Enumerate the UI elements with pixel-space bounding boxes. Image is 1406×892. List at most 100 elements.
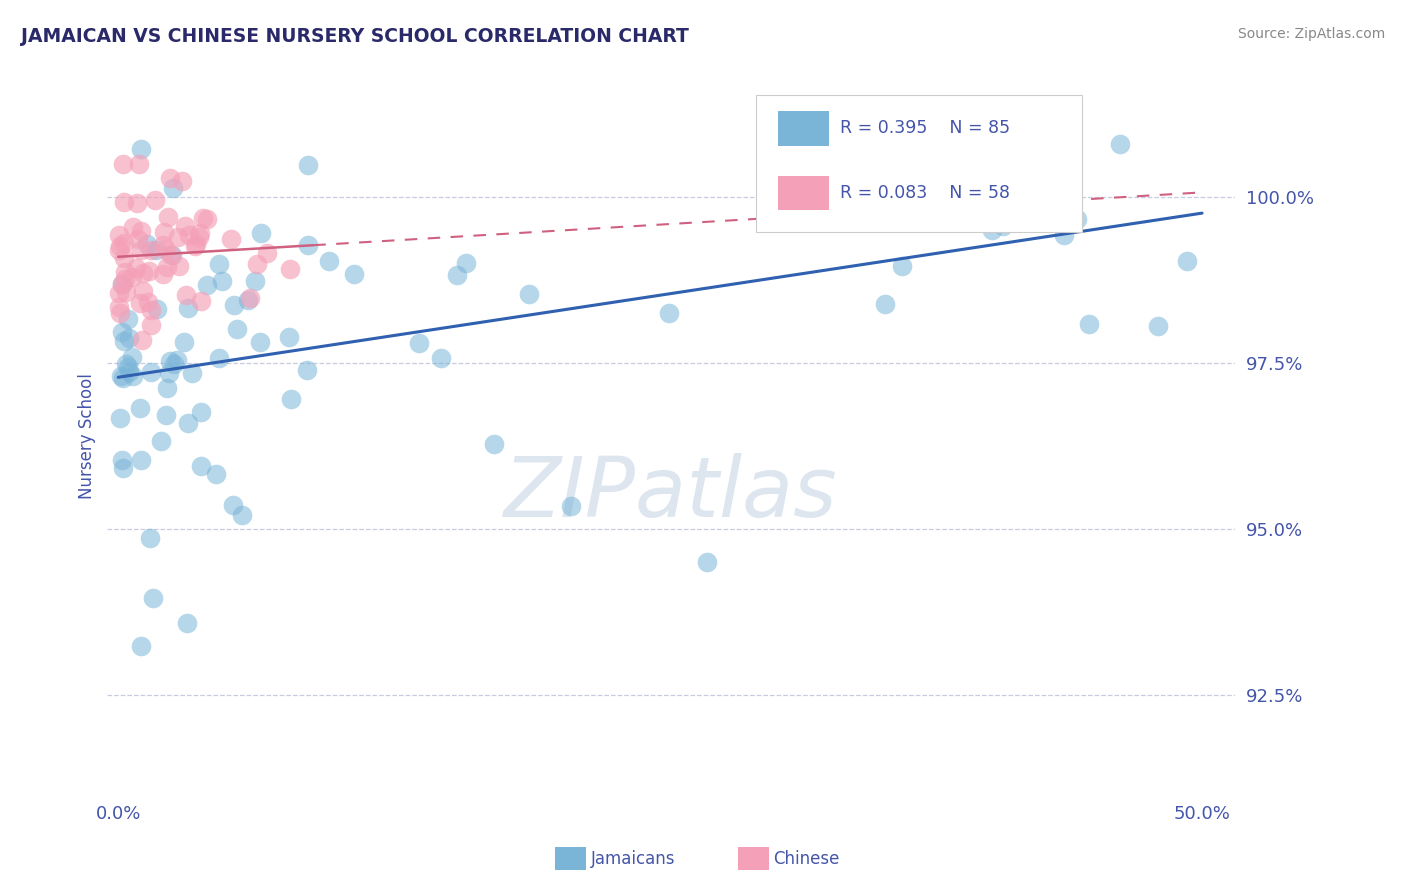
Point bbox=[117, 359, 139, 374]
Point bbox=[343, 267, 366, 281]
Point bbox=[112, 194, 135, 209]
Point bbox=[166, 230, 188, 244]
Point bbox=[519, 286, 541, 301]
Point bbox=[239, 291, 262, 305]
Point bbox=[173, 219, 195, 233]
Point bbox=[180, 366, 202, 380]
Point bbox=[211, 274, 233, 288]
Point bbox=[111, 277, 134, 291]
Point bbox=[142, 591, 165, 606]
Point bbox=[129, 639, 152, 653]
Text: R = 0.083    N = 58: R = 0.083 N = 58 bbox=[839, 184, 1010, 202]
Point bbox=[163, 357, 186, 371]
Point bbox=[318, 254, 340, 268]
Point bbox=[111, 325, 134, 339]
Point bbox=[965, 136, 987, 151]
Point bbox=[127, 231, 149, 245]
Point bbox=[110, 410, 132, 425]
Point bbox=[160, 248, 183, 262]
Point bbox=[658, 306, 681, 320]
Point bbox=[108, 300, 131, 314]
Point bbox=[454, 255, 477, 269]
Point bbox=[222, 298, 245, 312]
Point bbox=[1066, 211, 1088, 226]
Point bbox=[991, 219, 1014, 234]
Point bbox=[112, 157, 135, 171]
Point bbox=[162, 180, 184, 194]
Point bbox=[249, 226, 271, 240]
Point bbox=[125, 261, 148, 276]
Point bbox=[121, 220, 143, 235]
Point bbox=[190, 293, 212, 308]
Point bbox=[108, 228, 131, 243]
Point bbox=[153, 225, 176, 239]
Point bbox=[177, 417, 200, 431]
Point bbox=[446, 268, 468, 283]
Point bbox=[150, 434, 173, 448]
Point bbox=[129, 224, 152, 238]
Point bbox=[204, 467, 226, 482]
Point bbox=[190, 405, 212, 419]
Point bbox=[117, 312, 139, 326]
Point bbox=[129, 143, 152, 157]
Point bbox=[297, 238, 319, 252]
Point bbox=[208, 257, 231, 271]
Point bbox=[174, 288, 197, 302]
Point bbox=[129, 296, 152, 310]
Point bbox=[1146, 318, 1168, 333]
Point bbox=[118, 365, 141, 379]
Point bbox=[183, 239, 205, 253]
Point bbox=[696, 555, 718, 569]
Point bbox=[222, 498, 245, 512]
Point bbox=[560, 499, 582, 513]
Point bbox=[782, 189, 804, 203]
Point bbox=[208, 351, 231, 365]
Point bbox=[132, 284, 155, 298]
Point bbox=[145, 301, 167, 316]
Point bbox=[121, 350, 143, 364]
Point bbox=[132, 266, 155, 280]
Point bbox=[108, 286, 131, 301]
Text: Chinese: Chinese bbox=[773, 849, 839, 868]
Point bbox=[914, 136, 936, 151]
Point bbox=[136, 295, 159, 310]
Point bbox=[111, 460, 134, 475]
Point bbox=[430, 351, 453, 366]
Point bbox=[297, 158, 319, 172]
Point bbox=[136, 237, 159, 252]
Point bbox=[111, 277, 134, 291]
Point bbox=[127, 196, 149, 211]
Text: R = 0.395    N = 85: R = 0.395 N = 85 bbox=[839, 120, 1010, 137]
Point bbox=[138, 264, 160, 278]
Point bbox=[139, 318, 162, 332]
Point bbox=[184, 237, 207, 252]
Point bbox=[131, 244, 153, 258]
Text: ZIPatlas: ZIPatlas bbox=[505, 453, 838, 533]
Text: Jamaicans: Jamaicans bbox=[591, 849, 675, 868]
Point bbox=[159, 367, 181, 381]
Point bbox=[110, 369, 132, 384]
Point bbox=[191, 211, 214, 225]
Point bbox=[1175, 254, 1198, 268]
Point bbox=[176, 616, 198, 631]
Point bbox=[121, 269, 143, 284]
Point bbox=[156, 260, 179, 275]
Point bbox=[179, 228, 201, 243]
Point bbox=[167, 259, 190, 273]
Point bbox=[115, 285, 138, 300]
Point bbox=[115, 357, 138, 371]
Point bbox=[112, 251, 135, 265]
Point bbox=[143, 193, 166, 207]
Point bbox=[780, 213, 803, 227]
Point bbox=[891, 260, 914, 274]
Point bbox=[482, 437, 505, 451]
Point bbox=[159, 353, 181, 368]
Text: Source: ZipAtlas.com: Source: ZipAtlas.com bbox=[1237, 27, 1385, 41]
Point bbox=[131, 333, 153, 347]
Point bbox=[152, 237, 174, 252]
Point bbox=[145, 243, 167, 257]
Point bbox=[160, 248, 183, 262]
Point bbox=[173, 334, 195, 349]
Point bbox=[166, 352, 188, 367]
Point bbox=[278, 330, 301, 344]
